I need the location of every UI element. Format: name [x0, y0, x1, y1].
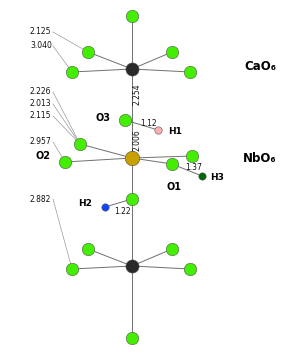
- Point: [170, 246, 174, 252]
- Point: [129, 13, 134, 19]
- Text: NbO₆: NbO₆: [243, 152, 277, 165]
- Text: 1.12: 1.12: [140, 119, 157, 127]
- Text: O3: O3: [95, 113, 110, 123]
- Point: [170, 161, 174, 167]
- Text: O1: O1: [167, 182, 181, 192]
- Text: 2.125: 2.125: [30, 28, 51, 36]
- Point: [200, 173, 205, 179]
- Point: [187, 266, 192, 272]
- Text: 2.957: 2.957: [30, 137, 52, 147]
- Text: H2: H2: [78, 200, 92, 209]
- Point: [62, 159, 67, 165]
- Point: [70, 69, 74, 75]
- Point: [129, 335, 134, 341]
- Text: 1.37: 1.37: [185, 162, 202, 171]
- Point: [78, 141, 83, 147]
- Text: O2: O2: [35, 151, 50, 161]
- Text: H1: H1: [168, 126, 182, 136]
- Text: 2.013: 2.013: [30, 99, 52, 108]
- Text: 2.115: 2.115: [30, 112, 51, 120]
- Point: [187, 69, 192, 75]
- Point: [70, 266, 74, 272]
- Point: [123, 117, 127, 123]
- Point: [86, 246, 90, 252]
- Text: CaO₆: CaO₆: [244, 59, 276, 73]
- Text: H3: H3: [210, 172, 224, 182]
- Text: 2.006: 2.006: [133, 129, 142, 151]
- Text: 2.254: 2.254: [133, 83, 142, 105]
- Point: [129, 263, 134, 269]
- Text: 2.226: 2.226: [30, 87, 51, 97]
- Point: [129, 155, 134, 161]
- Text: 2.882: 2.882: [30, 194, 51, 204]
- Point: [129, 66, 134, 72]
- Point: [129, 196, 134, 202]
- Point: [170, 49, 174, 55]
- Point: [103, 204, 107, 210]
- Point: [155, 127, 160, 133]
- Point: [86, 49, 90, 55]
- Text: 3.040: 3.040: [30, 41, 52, 51]
- Text: 1.22: 1.22: [114, 206, 131, 216]
- Point: [190, 153, 194, 159]
